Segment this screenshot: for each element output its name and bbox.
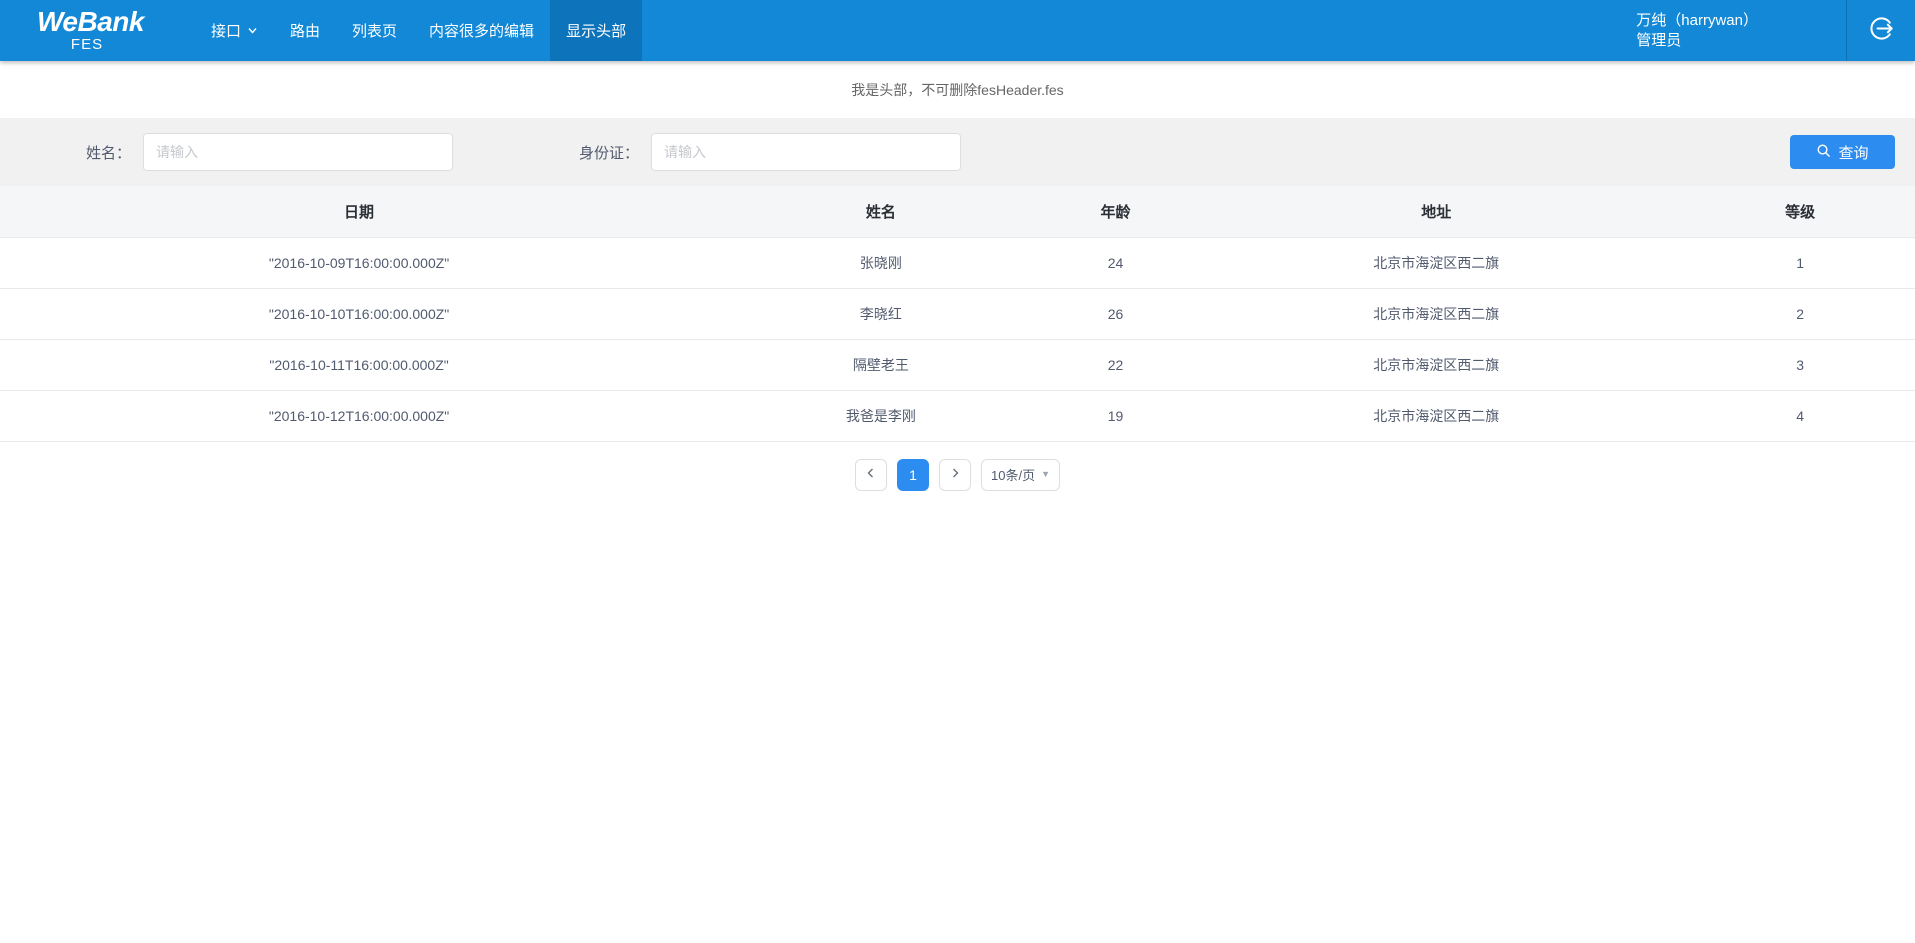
cell-name: 张晓刚 [718,237,1044,289]
nav-item-list-page[interactable]: 列表页 [336,0,413,61]
nav-item-label: 列表页 [352,23,398,40]
query-button[interactable]: 查询 [1790,135,1895,169]
name-label: 姓名： [86,144,132,162]
cell-level: 3 [1685,339,1915,391]
cell-address: 北京市海淀区西二旗 [1187,237,1686,289]
chevron-right-icon [949,466,961,484]
table-row: "2016-10-09T16:00:00.000Z" 张晓刚 24 北京市海淀区… [0,237,1915,289]
name-field-group: 姓名： [86,133,454,171]
cell-address: 北京市海淀区西二旗 [1187,288,1686,340]
cell-age: 19 [1043,390,1188,442]
brand-name: WeBank [37,6,144,37]
nav-item-long-edit[interactable]: 内容很多的编辑 [413,0,550,61]
cell-date: "2016-10-10T16:00:00.000Z" [0,288,719,340]
logout-button[interactable] [1846,0,1915,61]
nav-item-show-header[interactable]: 显示头部 [550,0,643,61]
cell-address: 北京市海淀区西二旗 [1187,339,1686,391]
fes-header-banner: 我是头部，不可删除fesHeader.fes [0,61,1915,118]
page-size-label: 10条/页 [991,468,1036,483]
user-info: 万纯（harrywan） 管理员 [1636,11,1758,51]
cell-level: 1 [1685,237,1915,289]
table-row: "2016-10-11T16:00:00.000Z" 隔壁老王 22 北京市海淀… [0,339,1915,391]
idcard-label: 身份证： [579,144,640,162]
pagination: 1 10条/页 ▼ [0,458,1915,491]
chevron-left-icon [865,466,877,484]
data-table: 日期 姓名 年龄 地址 等级 "2016-10-09T16:00:00.000Z… [0,186,1915,442]
brand-subtitle: FES [70,36,104,53]
query-button-label: 查询 [1838,144,1869,162]
top-navigation-bar: WeBank FES 接口 路由 列表页 内容很多的编辑 显示头部 万纯（har… [0,0,1915,61]
current-page-label: 1 [909,466,917,483]
fes-header-text: 我是头部，不可删除fesHeader.fes [851,81,1064,98]
cell-date: "2016-10-12T16:00:00.000Z" [0,390,719,442]
idcard-field-group: 身份证： [579,133,962,171]
main-nav: 接口 路由 列表页 内容很多的编辑 显示头部 [195,0,643,61]
nav-item-label: 内容很多的编辑 [429,23,535,40]
nav-item-route[interactable]: 路由 [274,0,336,61]
cell-address: 北京市海淀区西二旗 [1187,390,1686,442]
cell-age: 26 [1043,288,1188,340]
nav-item-label: 路由 [290,23,321,40]
cell-date: "2016-10-09T16:00:00.000Z" [0,237,719,289]
search-icon [1816,143,1831,162]
cell-date: "2016-10-11T16:00:00.000Z" [0,339,719,391]
column-header-date: 日期 [0,186,719,238]
page-size-select[interactable]: 10条/页 ▼ [981,458,1060,491]
caret-down-icon: ▼ [1041,469,1050,479]
chevron-down-icon [247,25,258,36]
column-header-age: 年龄 [1043,186,1188,238]
name-input[interactable] [143,133,454,171]
cell-name: 隔壁老王 [718,339,1044,391]
nav-item-label: 显示头部 [566,23,627,40]
cell-level: 2 [1685,288,1915,340]
user-role: 管理员 [1636,31,1682,49]
brand-logo[interactable]: WeBank FES [37,0,144,61]
nav-item-api[interactable]: 接口 [195,0,274,61]
cell-name: 李晓红 [718,288,1044,340]
user-name: 万纯（harrywan） [1636,11,1758,29]
column-header-address: 地址 [1187,186,1686,238]
idcard-input[interactable] [651,133,962,171]
table-row: "2016-10-12T16:00:00.000Z" 我爸是李刚 19 北京市海… [0,390,1915,442]
search-toolbar: 姓名： 身份证： 查询 [0,118,1915,186]
column-header-level: 等级 [1685,186,1915,238]
cell-age: 22 [1043,339,1188,391]
nav-item-label: 接口 [211,23,242,40]
prev-page-button[interactable] [855,458,887,491]
cell-level: 4 [1685,390,1915,442]
page-number-button[interactable]: 1 [897,458,929,491]
logout-icon [1868,15,1895,47]
table-row: "2016-10-10T16:00:00.000Z" 李晓红 26 北京市海淀区… [0,288,1915,340]
table-header-row: 日期 姓名 年龄 地址 等级 [0,186,1915,238]
cell-age: 24 [1043,237,1188,289]
cell-name: 我爸是李刚 [718,390,1044,442]
next-page-button[interactable] [939,458,971,491]
column-header-name: 姓名 [718,186,1044,238]
